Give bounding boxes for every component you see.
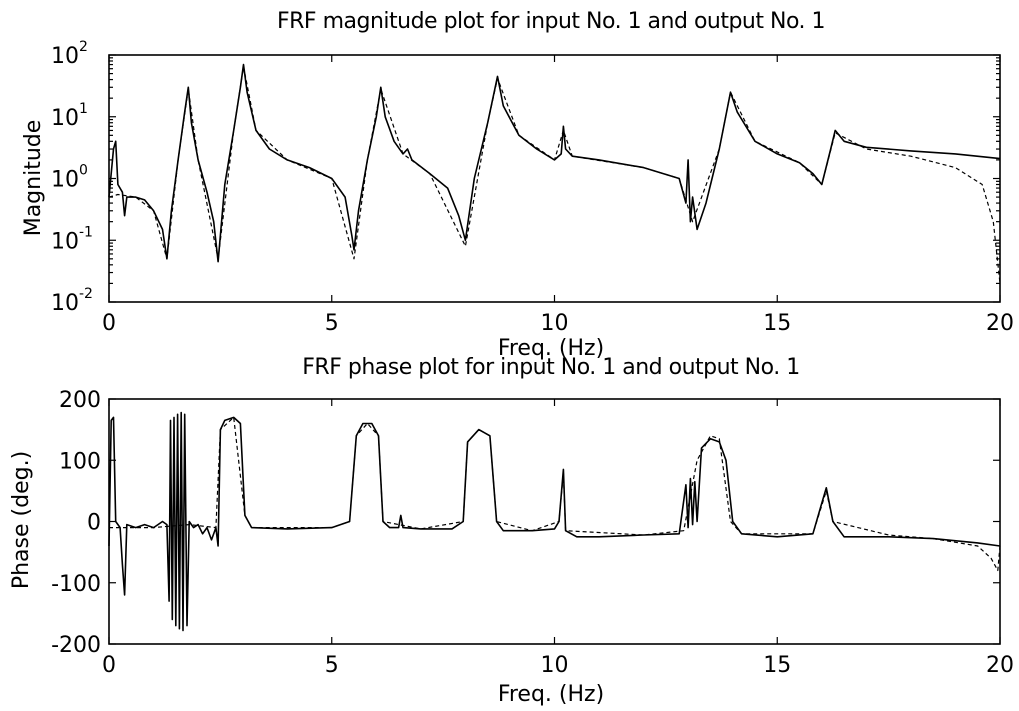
y-tick-label: 10 (51, 168, 79, 193)
series-line-dashed (109, 416, 1001, 572)
phase-series-group (108, 411, 1001, 632)
x-tick-label: 15 (763, 653, 791, 678)
x-tick-label: 10 (541, 311, 569, 336)
phase-panel: FRF phase plot for input No. 1 and outpu… (9, 355, 1014, 707)
y-tick-exponent: -2 (79, 286, 93, 302)
magnitude-panel: FRF magnitude plot for input No. 1 and o… (21, 9, 1014, 361)
x-tick-label: 5 (325, 311, 339, 336)
phase-xlabel: Freq. (Hz) (498, 682, 604, 707)
y-tick-label: -100 (51, 572, 101, 597)
y-tick-label: -200 (51, 633, 101, 658)
magnitude-x-ticks: 0 5 10 15 20 (102, 55, 1014, 336)
x-tick-label: 20 (986, 653, 1014, 678)
magnitude-title: FRF magnitude plot for input No. 1 and o… (277, 9, 825, 34)
y-tick-exponent: 0 (79, 163, 88, 179)
x-tick-label: 0 (102, 311, 116, 336)
phase-y-ticks: -200 -100 0 100 200 (51, 388, 1000, 658)
y-tick-label: 10 (51, 106, 79, 131)
y-tick-label: 10 (51, 291, 79, 316)
series-line-solid (108, 63, 1001, 263)
magnitude-series-group (108, 63, 1001, 284)
magnitude-ylabel: Magnitude (21, 120, 46, 237)
y-tick-label: 200 (59, 388, 101, 413)
y-tick-label: 100 (59, 449, 101, 474)
x-tick-label: 10 (541, 653, 569, 678)
y-tick-label: 10 (51, 44, 79, 69)
magnitude-xlabel: Freq. (Hz) (498, 336, 604, 361)
y-tick-label: 0 (87, 511, 101, 536)
series-line-dashed (108, 66, 1001, 284)
x-tick-label: 15 (763, 311, 791, 336)
y-tick-exponent: -1 (79, 224, 93, 240)
series-line-solid (108, 411, 1001, 632)
phase-axes-frame (108, 398, 1001, 645)
x-tick-label: 0 (102, 653, 116, 678)
phase-x-ticks: 0 5 10 15 20 (102, 399, 1014, 678)
y-tick-exponent: 2 (79, 39, 88, 55)
x-tick-label: 20 (986, 311, 1014, 336)
y-tick-exponent: 1 (79, 101, 88, 117)
phase-ylabel: Phase (deg.) (9, 451, 34, 589)
magnitude-axes-frame (108, 54, 1001, 303)
x-tick-label: 5 (325, 653, 339, 678)
phase-title: FRF phase plot for input No. 1 and outpu… (302, 355, 799, 380)
y-tick-label: 10 (51, 229, 79, 254)
